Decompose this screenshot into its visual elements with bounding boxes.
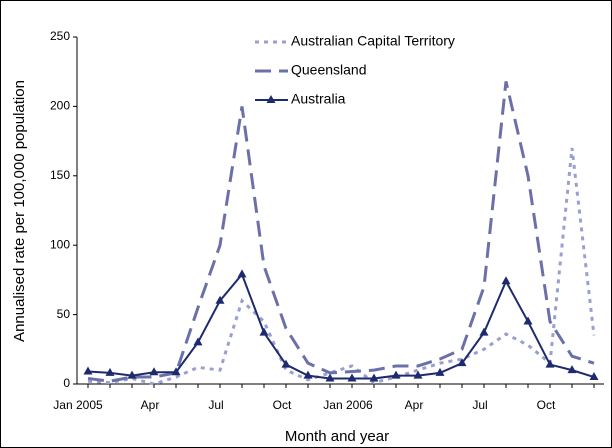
marker [215,295,225,304]
marker [325,373,335,382]
marker [83,366,93,375]
legend-label: Australian Capital Territory [291,33,455,49]
marker [193,337,203,346]
x-tick-label: Apr [405,398,424,412]
marker [545,359,555,368]
legend-label: Australia [291,91,346,107]
marker [259,327,269,336]
x-tick-label: Jan 2006 [323,398,373,412]
marker [589,372,599,381]
x-axis-title: Month and year [285,428,389,445]
series-line [87,272,595,380]
x-tick-label: Oct [537,398,556,412]
legend-marker [266,95,276,103]
marker [149,367,159,376]
legend-label: Queensland [291,62,367,78]
marker [479,327,489,336]
marker [391,370,401,379]
y-tick-label: 250 [50,29,70,43]
marker [369,373,379,382]
marker [171,367,181,376]
y-tick-label: 0 [63,376,70,390]
marker [413,370,423,379]
y-tick-label: 50 [57,307,71,321]
x-tick-label: Jul [472,398,487,412]
y-tick-label: 200 [50,99,70,113]
marker [523,316,533,325]
x-tick-label: Apr [141,398,160,412]
marker [501,276,511,285]
marker [567,365,577,374]
marker [435,367,445,376]
marker [237,269,247,278]
x-tick-label: Jan 2005 [53,398,103,412]
marker [303,370,313,379]
y-tick-label: 150 [50,168,70,182]
x-tick-label: Jul [208,398,223,412]
series-line [87,81,595,383]
marker [281,359,291,368]
y-tick-label: 100 [50,237,70,251]
marker [457,358,467,367]
x-tick-label: Oct [273,398,292,412]
marker [105,367,115,376]
y-axis-title: Annualised rate per 100,000 population [11,80,28,342]
series-line [87,147,596,386]
marker [127,370,137,379]
marker [347,373,357,382]
